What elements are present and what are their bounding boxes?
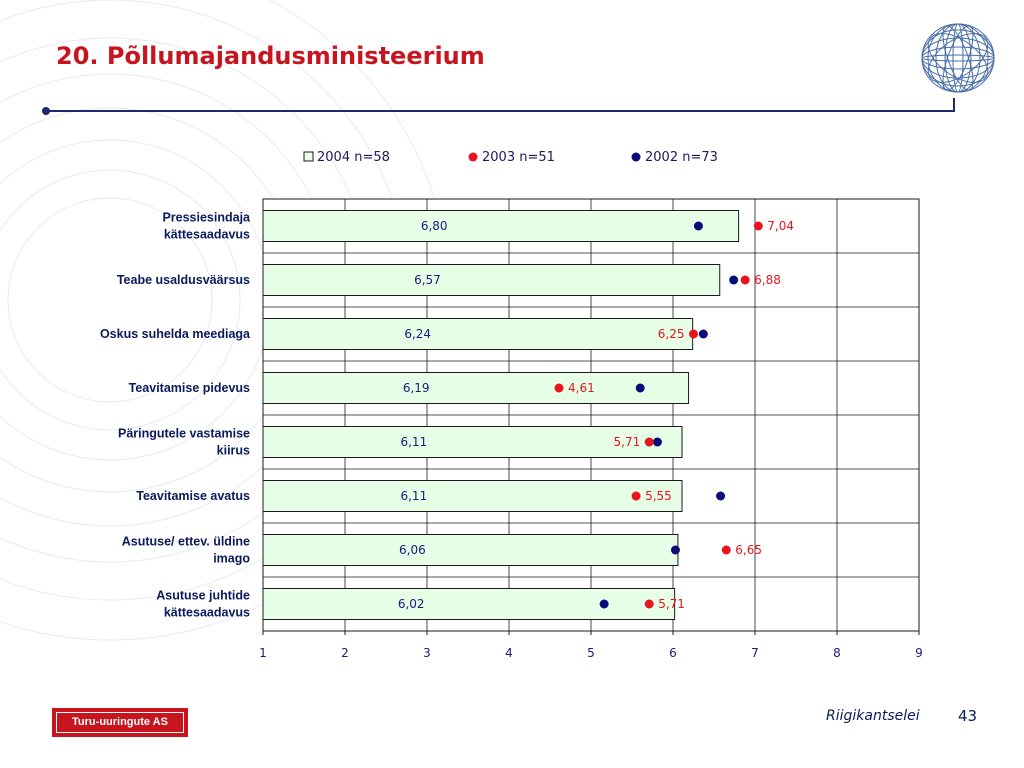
dot-2003-value-label: 7,04	[767, 219, 794, 233]
bar-2004	[262, 372, 690, 404]
legend-swatch-2004	[303, 151, 314, 162]
dot-2003	[554, 383, 564, 393]
slide-title: 20. Põllumajandusministeerium	[56, 42, 485, 70]
x-tick-label: 3	[423, 646, 431, 660]
category-label: Asutuse juhtide kättesaadavus	[156, 589, 250, 620]
dot-2002	[635, 383, 645, 393]
dot-2002	[652, 437, 662, 447]
wireframe-globe-icon	[921, 23, 995, 93]
x-tick-label: 9	[915, 646, 923, 660]
bar-value-label: 6,57	[414, 273, 441, 287]
company-logo: Turu-uuringute AS	[52, 708, 188, 737]
dot-2003-value-label: 4,61	[568, 381, 595, 395]
dot-2002	[716, 491, 726, 501]
legend-label-2002: 2002 n=73	[645, 150, 718, 165]
dot-2003	[631, 491, 641, 501]
bar-value-label: 6,06	[399, 543, 426, 557]
dot-2002	[698, 329, 708, 339]
category-label: Asutuse/ ettev. üldine imago	[122, 535, 251, 566]
bar-2004	[262, 210, 740, 242]
bar-value-label: 6,80	[421, 219, 448, 233]
dot-2002	[670, 545, 680, 555]
bar-value-label: 6,11	[400, 489, 427, 503]
dot-2002	[693, 221, 703, 231]
bar-2004	[262, 588, 676, 620]
dot-2003-value-label: 5,71	[658, 597, 685, 611]
dot-2003-value-label: 6,65	[735, 543, 762, 557]
bar-2004	[262, 534, 679, 566]
x-tick-label: 1	[259, 646, 267, 660]
bar-2004	[262, 480, 683, 512]
legend-label-2004: 2004 n=58	[317, 150, 390, 165]
legend-dot-2003	[468, 152, 478, 162]
dot-2003-value-label: 5,71	[614, 435, 641, 449]
dot-2003	[644, 599, 654, 609]
dot-2003	[753, 221, 763, 231]
category-label: Päringutele vastamise kiirus	[118, 427, 250, 458]
bar-value-label: 6,24	[404, 327, 431, 341]
category-label: Oskus suhelda meediaga	[100, 327, 251, 341]
bar-2004	[262, 426, 683, 458]
category-label: Teavitamise pidevus	[129, 381, 250, 395]
bar-value-label: 6,02	[398, 597, 425, 611]
x-tick-label: 8	[833, 646, 841, 660]
x-tick-label: 7	[751, 646, 759, 660]
dot-2002	[729, 275, 739, 285]
company-logo-text: Turu-uuringute AS	[72, 716, 168, 728]
bar-2004	[262, 318, 694, 350]
x-tick-label: 5	[587, 646, 595, 660]
bar-value-label: 6,19	[403, 381, 430, 395]
legend-dot-2002	[631, 152, 641, 162]
dot-2003	[740, 275, 750, 285]
dot-2003	[721, 545, 731, 555]
dot-2003-value-label: 6,88	[754, 273, 781, 287]
x-tick-label: 2	[341, 646, 349, 660]
legend-label-2003: 2003 n=51	[482, 150, 555, 165]
dot-2002	[599, 599, 609, 609]
x-tick-label: 6	[669, 646, 677, 660]
bar-value-label: 6,11	[400, 435, 427, 449]
bar-2004	[262, 264, 721, 296]
dot-2003-value-label: 5,55	[645, 489, 672, 503]
footer-source: Riigikantselei	[826, 708, 920, 724]
page-number: 43	[958, 707, 978, 725]
category-label: Teabe usaldusväärsus	[117, 273, 250, 287]
dot-2003	[644, 437, 654, 447]
x-tick-label: 4	[505, 646, 513, 660]
dot-2003	[689, 329, 698, 339]
header-rule	[42, 98, 955, 115]
category-label: Pressiesindaja kättesaadavus	[162, 211, 251, 242]
category-label: Teavitamise avatus	[136, 489, 250, 503]
rule-end-dot	[42, 107, 50, 115]
dot-2003-value-label: 6,25	[658, 327, 685, 341]
